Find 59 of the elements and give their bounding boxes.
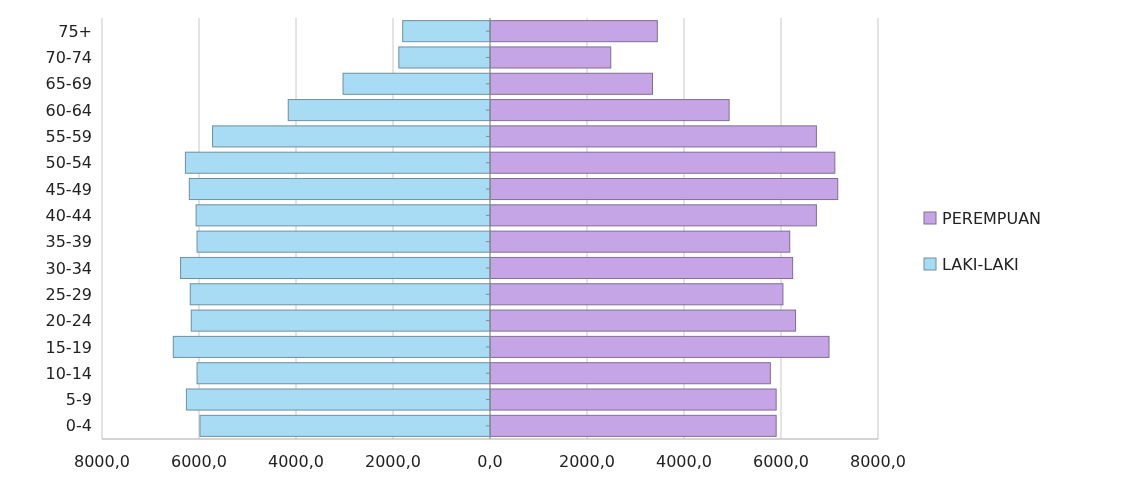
x-tick-label: 8000,0 xyxy=(850,452,906,471)
y-tick-label: 25-29 xyxy=(45,284,92,304)
x-tick-label: 4000,0 xyxy=(268,452,324,471)
legend-label: PEREMPUAN xyxy=(942,208,1042,228)
bar xyxy=(398,46,491,69)
bar xyxy=(489,414,777,437)
bar xyxy=(190,309,491,332)
bar xyxy=(489,178,839,201)
y-tick-label: 30-34 xyxy=(45,258,92,278)
bar xyxy=(489,362,771,385)
bar xyxy=(489,125,817,148)
y-tick-label: 10-14 xyxy=(45,363,92,383)
bar xyxy=(180,256,491,279)
bar xyxy=(195,204,491,227)
y-tick-label: 15-19 xyxy=(45,337,92,357)
bar xyxy=(489,204,817,227)
y-tick-label: 50-54 xyxy=(45,153,92,173)
bar xyxy=(489,99,730,122)
y-tick-label: 5-9 xyxy=(65,390,92,410)
bar xyxy=(489,388,777,411)
x-tick-label: 0,0 xyxy=(477,452,503,471)
bar xyxy=(489,335,830,358)
bar xyxy=(196,230,491,253)
x-tick-label: 8000,0 xyxy=(74,452,130,471)
bar xyxy=(489,256,794,279)
bar xyxy=(489,309,797,332)
x-tick-label: 4000,0 xyxy=(656,452,712,471)
bar xyxy=(184,151,491,174)
y-tick-label: 70-74 xyxy=(45,48,92,68)
bar xyxy=(489,151,836,174)
x-tick-label: 2000,0 xyxy=(559,452,615,471)
bar xyxy=(342,72,491,95)
bar xyxy=(287,99,491,122)
bar xyxy=(185,388,491,411)
bar xyxy=(489,283,784,306)
x-tick-label: 6000,0 xyxy=(171,452,227,471)
bar xyxy=(212,125,491,148)
x-tick-label: 2000,0 xyxy=(365,452,421,471)
bar xyxy=(489,46,612,69)
y-tick-label: 20-24 xyxy=(45,311,92,331)
y-tick-label: 35-39 xyxy=(45,232,92,252)
y-tick-label: 75+ xyxy=(58,21,92,41)
y-tick-label: 45-49 xyxy=(45,179,92,199)
bar xyxy=(489,20,658,43)
x-tick-label: 6000,0 xyxy=(753,452,809,471)
y-tick-label: 40-44 xyxy=(45,205,92,225)
bar xyxy=(172,335,491,358)
y-tick-label: 60-64 xyxy=(45,100,92,120)
y-tick-label: 55-59 xyxy=(45,127,92,147)
bar xyxy=(188,178,491,201)
y-tick-label: 0-4 xyxy=(65,416,92,436)
bar xyxy=(199,414,491,437)
bar xyxy=(489,72,653,95)
bar xyxy=(489,230,791,253)
bar xyxy=(189,283,491,306)
y-tick-label: 65-69 xyxy=(45,74,92,94)
bar xyxy=(196,362,491,385)
bar xyxy=(402,20,491,43)
legend-label: LAKI-LAKI xyxy=(942,254,1019,274)
